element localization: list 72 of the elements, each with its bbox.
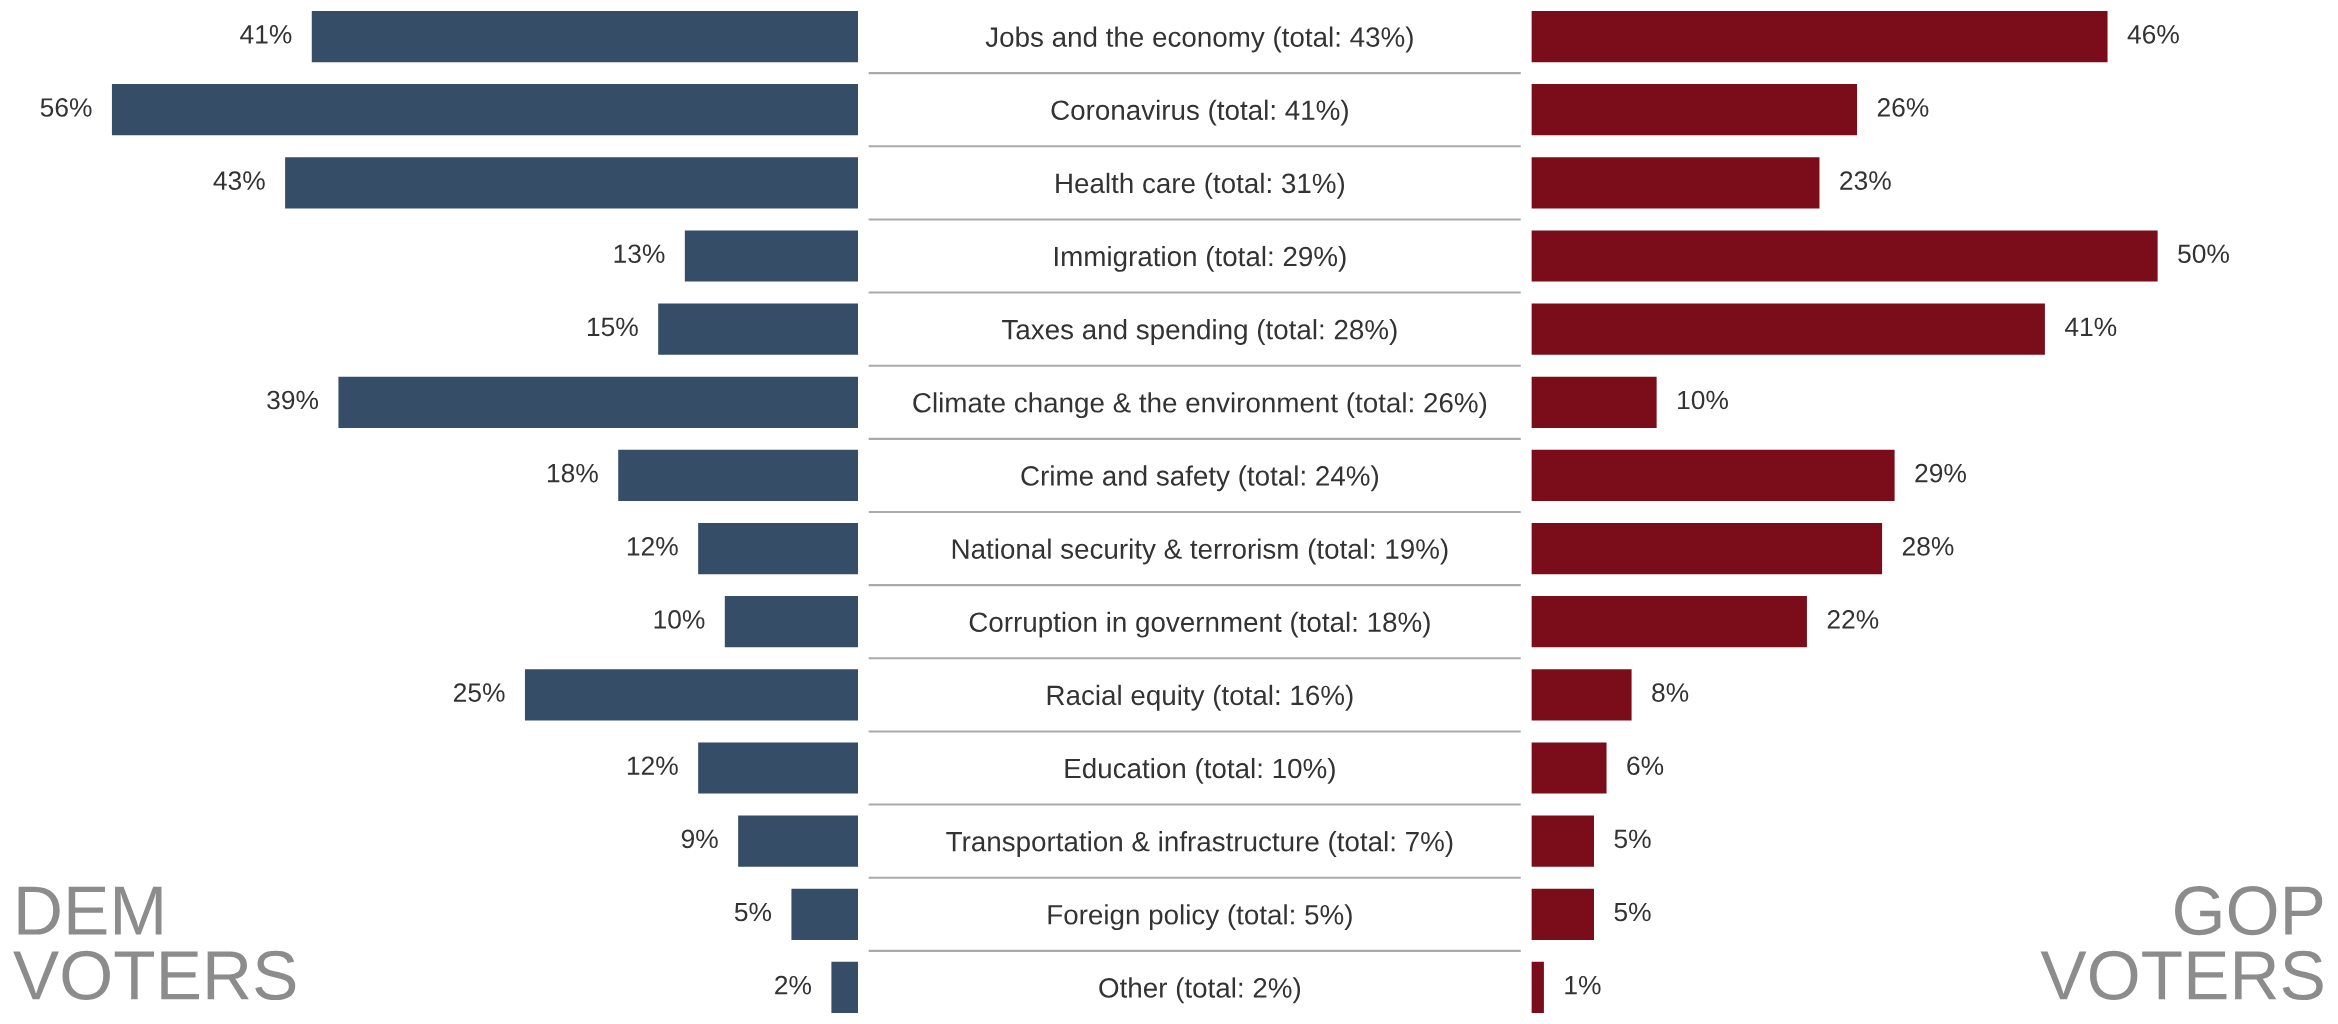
data-label: 46% [2127, 24, 2179, 44]
bar [791, 888, 859, 940]
bar [684, 230, 859, 282]
bar [1531, 230, 2158, 282]
bar [1531, 449, 1895, 502]
bar [338, 376, 859, 428]
data-label: 41% [2064, 317, 2117, 337]
data-label: 26% [1877, 98, 1929, 117]
data-label: 2% [775, 975, 812, 995]
y-tick-label: National security & terrorism (total: 19%) [952, 538, 1448, 565]
data-label: 9% [681, 829, 718, 849]
y-tick-label: Taxes and spending (total: 28%) [1002, 319, 1397, 345]
bar [1531, 742, 1607, 794]
bar [658, 303, 859, 355]
data-label: 10% [1678, 390, 1728, 410]
bar [738, 815, 859, 867]
bar [524, 669, 859, 721]
data-label: 22% [1827, 610, 1879, 629]
bar [1531, 888, 1595, 940]
bar [285, 157, 859, 209]
data-label: 28% [1902, 536, 1954, 556]
data-label: 1% [1565, 975, 1601, 995]
data-label: 15% [587, 317, 638, 337]
data-label: 6% [1627, 756, 1664, 776]
bar [831, 961, 859, 1014]
data-label: 25% [454, 683, 505, 702]
data-label: 18% [547, 463, 598, 483]
data-label: 39% [267, 390, 319, 410]
data-label: 12% [627, 536, 678, 556]
bar [618, 449, 859, 502]
bar [1531, 157, 1820, 209]
data-label: 12% [627, 756, 678, 775]
bar [1531, 522, 1883, 575]
bar [1531, 303, 2045, 355]
bar [1531, 596, 1807, 648]
bar [698, 742, 859, 794]
y-tick-label: Crime and safety (total: 24%) [1021, 465, 1378, 492]
bar [111, 84, 859, 136]
y-tick-label: Jobs and the economy (total: 43%) [985, 26, 1413, 53]
y-tick-label: Foreign policy (total: 5%) [1048, 904, 1352, 931]
data-label: 13% [614, 244, 665, 264]
y-tick-label: Health care (total: 31%) [1056, 172, 1345, 199]
annotation: DEM VOTERS [13, 886, 296, 1001]
y-tick-label: Racial equity (total: 16%) [1047, 684, 1353, 711]
y-tick-label: Coronavirus (total: 41%) [1051, 99, 1348, 126]
bar [698, 522, 859, 575]
y-tick-label: Education (total: 10%) [1065, 757, 1335, 784]
y-tick-label: Climate change & the environment (total: 26%) [913, 392, 1487, 419]
bar [1531, 961, 1544, 1014]
data-label: 43% [213, 171, 265, 190]
y-tick-label: Other (total: 2%) [1099, 977, 1301, 1004]
data-label: 23% [1840, 171, 1891, 190]
bar [724, 596, 859, 648]
bar [1531, 815, 1595, 867]
bar [1531, 669, 1632, 721]
bar [311, 10, 859, 63]
data-label: 50% [2178, 244, 2229, 264]
data-label: 41% [240, 25, 292, 44]
bar [1531, 84, 1858, 136]
data-label: 10% [654, 610, 705, 629]
data-label: 5% [1614, 829, 1651, 849]
data-label: 29% [1915, 463, 1966, 483]
y-tick-label: Corruption in government (total: 18%) [969, 611, 1430, 638]
bar [1531, 376, 1657, 428]
bar [1531, 10, 2108, 63]
data-label: 5% [734, 902, 772, 922]
y-tick-label: Transportation & infrastructure (total: 7%) [946, 831, 1453, 857]
data-label: 56% [40, 98, 92, 117]
y-tick-label: Immigration (total: 29%) [1055, 245, 1346, 272]
data-label: 8% [1652, 683, 1689, 702]
data-label: 5% [1614, 902, 1651, 922]
annotation: GOP VOTERS [2040, 886, 2323, 1001]
